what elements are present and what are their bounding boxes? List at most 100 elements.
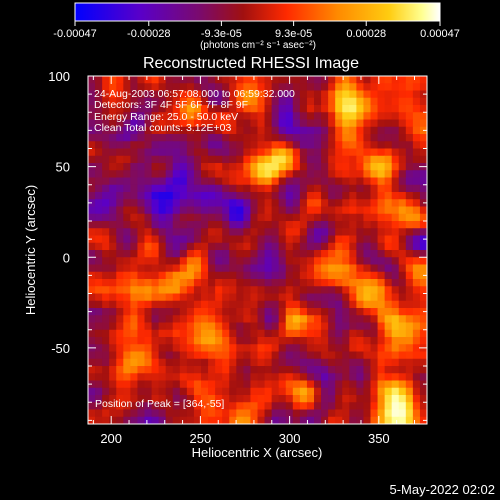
heatmap-cell — [412, 119, 421, 128]
heatmap-cell — [398, 184, 407, 193]
heatmap-cell — [172, 351, 181, 360]
heatmap-cell — [384, 155, 393, 164]
heatmap-cell — [88, 395, 96, 403]
heatmap-cell — [314, 170, 322, 178]
heatmap-cell — [123, 344, 131, 352]
heatmap-cell — [123, 134, 131, 142]
heatmap-cell — [328, 228, 336, 236]
heatmap-cell — [285, 387, 294, 396]
heatmap-cell — [179, 402, 188, 410]
heatmap-cell — [405, 112, 414, 120]
heatmap-cell — [257, 387, 265, 396]
heatmap-cell — [314, 213, 322, 222]
heatmap-cell — [186, 351, 195, 360]
heatmap-cell — [88, 358, 96, 367]
heatmap-cell — [356, 163, 364, 171]
heatmap-cell — [398, 293, 407, 302]
heatmap-cell — [321, 300, 329, 309]
heatmap-cell — [137, 416, 145, 424]
heatmap-cell — [151, 184, 160, 193]
heatmap-cell — [342, 163, 350, 171]
heatmap-cell — [165, 373, 174, 381]
heatmap-cell — [342, 358, 350, 367]
heatmap-cell — [250, 221, 258, 229]
heatmap-cell — [201, 366, 209, 374]
heatmap-cell — [292, 373, 301, 381]
heatmap-cell — [391, 105, 400, 113]
heatmap-cell — [172, 76, 181, 84]
heatmap-cell — [257, 155, 265, 164]
heatmap-cell — [179, 228, 188, 236]
heatmap-cell — [342, 141, 350, 149]
heatmap-cell — [335, 373, 343, 381]
heatmap-cell — [391, 90, 400, 99]
heatmap-cell — [257, 293, 265, 302]
heatmap-cell — [151, 90, 160, 99]
heatmap-cell — [186, 134, 195, 142]
heatmap-cell — [144, 264, 152, 273]
x-axis-label: Heliocentric X (arcsec) — [192, 445, 323, 460]
heatmap-cell — [130, 344, 138, 352]
heatmap-cell — [109, 286, 117, 294]
heatmap-cell — [158, 358, 167, 367]
heatmap-cell — [398, 402, 407, 410]
heatmap-cell — [314, 380, 322, 389]
heatmap-cell — [250, 315, 258, 323]
heatmap-cell — [398, 76, 407, 84]
heatmap-cell — [349, 177, 357, 186]
heatmap-cell — [116, 402, 124, 410]
heatmap-cell — [123, 177, 131, 186]
heatmap-cell — [229, 221, 237, 229]
heatmap-cell — [412, 112, 421, 120]
heatmap-cell — [243, 402, 251, 410]
heatmap-cell — [151, 170, 160, 178]
heatmap-cell — [172, 242, 181, 251]
heatmap-cell — [102, 148, 110, 157]
heatmap-cell — [271, 344, 280, 352]
heatmap-cell — [172, 395, 181, 403]
heatmap-cell — [384, 177, 393, 186]
heatmap-cell — [102, 242, 110, 251]
heatmap-cell — [314, 148, 322, 157]
heatmap-cell — [186, 141, 195, 149]
heatmap-cell — [250, 344, 258, 352]
heatmap-cell — [144, 242, 152, 251]
heatmap-cell — [363, 315, 371, 323]
heatmap-cell — [193, 155, 202, 164]
heatmap-cell — [172, 155, 181, 164]
heatmap-cell — [278, 134, 287, 142]
heatmap-cell — [172, 148, 181, 157]
heatmap-cell — [370, 257, 378, 265]
heatmap-cell — [363, 97, 371, 106]
heatmap-cell — [306, 402, 315, 410]
heatmap-cell — [384, 90, 393, 99]
heatmap-cell — [172, 228, 181, 236]
heatmap-cell — [419, 387, 427, 396]
heatmap-cell — [236, 126, 244, 135]
heatmap-cell — [299, 184, 308, 193]
heatmap-cell — [384, 163, 393, 171]
heatmap-cell — [363, 358, 371, 367]
heatmap-cell — [377, 126, 386, 135]
heatmap-cell — [356, 119, 364, 128]
heatmap-cell — [201, 163, 209, 171]
heatmap-cell — [130, 184, 138, 193]
heatmap-cell — [179, 90, 188, 99]
heatmap-cell — [95, 199, 103, 207]
heatmap-cell — [243, 286, 251, 294]
heatmap-cell — [363, 380, 371, 389]
heatmap-cell — [405, 329, 414, 338]
heatmap-cell — [172, 329, 181, 338]
heatmap-cell — [391, 402, 400, 410]
heatmap-cell — [215, 90, 223, 99]
heatmap-cell — [151, 97, 160, 106]
heatmap-cell — [328, 177, 336, 186]
heatmap-cell — [306, 300, 315, 309]
heatmap-cell — [306, 76, 315, 84]
heatmap-cell — [243, 141, 251, 149]
heatmap-cell — [356, 235, 364, 244]
heatmap-cell — [215, 300, 223, 309]
heatmap-cell — [201, 373, 209, 381]
heatmap-cell — [151, 199, 160, 207]
